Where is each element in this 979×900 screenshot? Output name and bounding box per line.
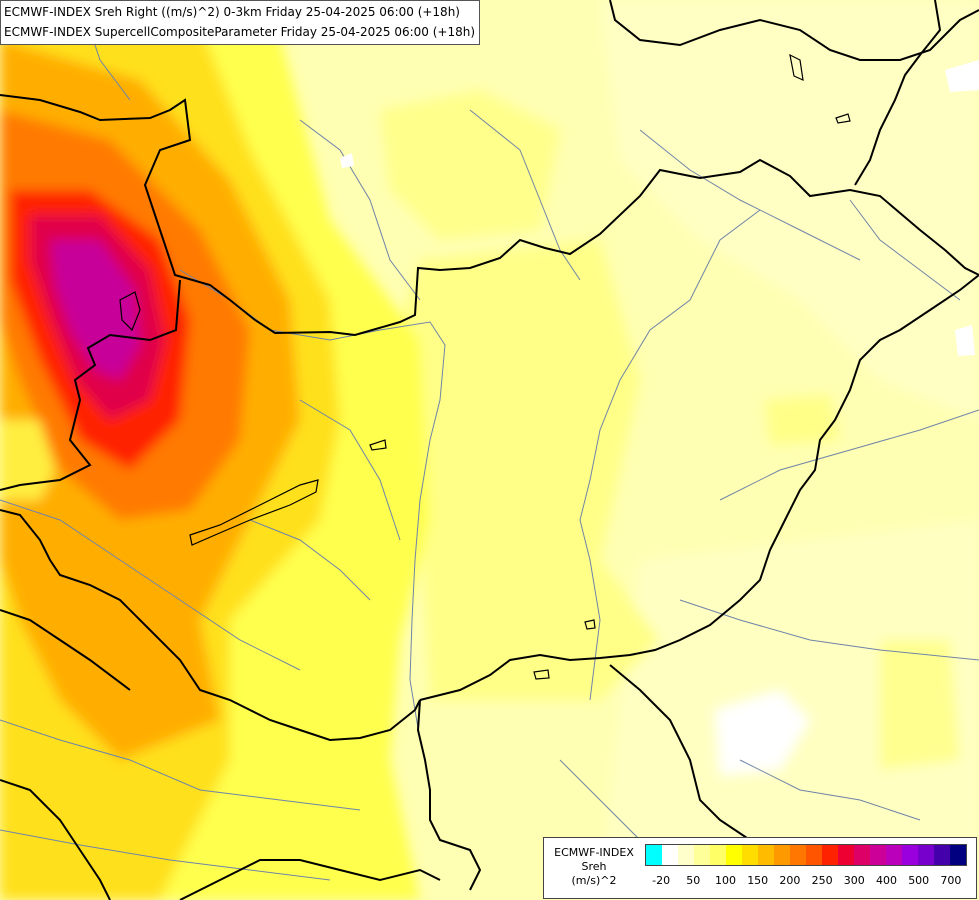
legend-line-3: (m/s)^2 xyxy=(571,874,617,887)
lakes xyxy=(119,53,851,680)
title-sreh: ECMWF-INDEX Sreh Right ((m/s)^2) 0-3km F… xyxy=(4,5,460,19)
border-south-west xyxy=(0,509,421,742)
border-croatia xyxy=(0,609,131,691)
border-east xyxy=(419,274,979,701)
river-drava xyxy=(0,719,361,811)
legend-swatch xyxy=(822,845,838,865)
river-east-3 xyxy=(739,759,921,821)
lake-small-3 xyxy=(835,113,851,124)
legend-tick-label: 250 xyxy=(811,874,833,887)
legend-tick-label: 200 xyxy=(779,874,801,887)
field-yellow-spot-se xyxy=(880,640,960,770)
legend-swatch xyxy=(662,845,678,865)
legend-swatch xyxy=(918,845,934,865)
border-austria-hu xyxy=(0,279,181,491)
legend-tick-label: 150 xyxy=(747,874,769,887)
field-yellow-spot-e xyxy=(765,395,840,445)
legend-line-1: ECMWF-INDEX xyxy=(554,846,634,859)
legend-swatch xyxy=(934,845,950,865)
legend-swatch xyxy=(774,845,790,865)
legend-tick-label: 400 xyxy=(876,874,897,887)
river-west-1 xyxy=(0,499,301,671)
colorbar-legend: ECMWF-INDEX Sreh (m/s)^2 -20 50 100 150 200 2… xyxy=(543,837,977,899)
field-light-ne xyxy=(600,0,979,420)
legend-swatch xyxy=(646,845,662,865)
legend-tick-label: -20 xyxy=(652,874,671,887)
river-ne-1 xyxy=(639,129,861,261)
border-north xyxy=(0,94,979,337)
lake-small-2 xyxy=(789,53,804,81)
field-yellow-bubble xyxy=(0,420,55,500)
legend-tick-label: 100 xyxy=(715,874,736,887)
legend-swatch xyxy=(886,845,902,865)
legend-swatch xyxy=(902,845,918,865)
field-magenta xyxy=(50,240,140,380)
field-yellow-north xyxy=(380,90,560,240)
legend-swatch xyxy=(806,845,822,865)
lake-small-4 xyxy=(533,669,550,680)
border-ne xyxy=(854,0,942,186)
legend-title: ECMWF-INDEX Sreh (m/s)^2 xyxy=(548,846,640,888)
legend-swatch xyxy=(838,845,854,865)
legend-swatch xyxy=(694,845,710,865)
river-north-2 xyxy=(469,109,581,281)
river-mid-2 xyxy=(249,519,371,601)
lake-neusiedl xyxy=(119,291,141,332)
legend-swatch xyxy=(950,845,966,865)
border-sw xyxy=(0,779,111,900)
river-tisza xyxy=(579,209,761,701)
legend-swatch xyxy=(726,845,742,865)
river-east-1 xyxy=(719,409,979,501)
legend-line-2: Sreh xyxy=(581,860,607,873)
lake-small-5 xyxy=(584,619,596,630)
border-east-2 xyxy=(609,0,979,61)
river-east-2 xyxy=(679,599,979,661)
river-ne-2 xyxy=(849,199,961,301)
legend-tick-label: 500 xyxy=(908,874,930,887)
field-yellow-center xyxy=(380,240,660,700)
field-white-patch xyxy=(715,690,810,775)
legend-swatch xyxy=(790,845,806,865)
field-white-e xyxy=(955,325,975,356)
legend-swatch xyxy=(870,845,886,865)
map-title-box: ECMWF-INDEX Sreh Right ((m/s)^2) 0-3km F… xyxy=(0,0,481,45)
field-white-n xyxy=(340,153,354,168)
legend-swatch xyxy=(710,845,726,865)
lake-balaton xyxy=(189,479,319,546)
river-sava xyxy=(0,829,331,881)
legend-swatch xyxy=(854,845,870,865)
legend-ticks: -20 50 100 150 200 250 300 400 500 700 xyxy=(645,874,967,888)
title-scp: ECMWF-INDEX SupercellCompositeParameter … xyxy=(4,25,476,39)
river-north-1 xyxy=(299,119,421,301)
border-bottom xyxy=(179,859,441,900)
legend-swatch xyxy=(758,845,774,865)
legend-swatches xyxy=(645,844,967,866)
lake-small-1 xyxy=(369,439,387,451)
legend-tick-label: 700 xyxy=(940,874,962,887)
river-mid-1 xyxy=(299,399,401,541)
legend-tick-label: 50 xyxy=(686,874,701,887)
border-south xyxy=(416,699,482,891)
legend-tick-label: 300 xyxy=(843,874,865,887)
field-white-ne xyxy=(945,60,979,92)
river-danube xyxy=(179,269,446,741)
legend-swatch xyxy=(742,845,758,865)
border-south-2 xyxy=(609,664,751,841)
legend-swatch xyxy=(678,845,694,865)
